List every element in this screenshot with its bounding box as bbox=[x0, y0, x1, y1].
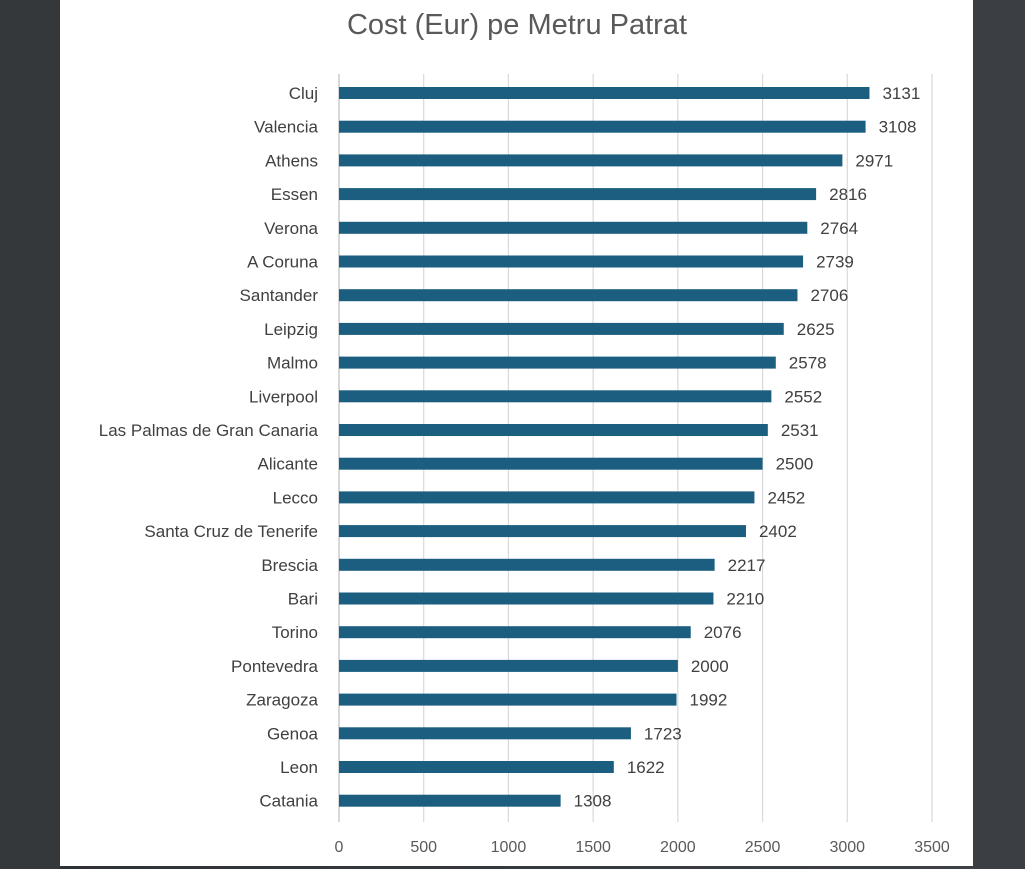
category-label-santa-cruz-de-tenerife: Santa Cruz de Tenerife bbox=[144, 522, 318, 541]
value-label-pontevedra: 2000 bbox=[691, 657, 729, 676]
bar-zaragoza bbox=[339, 693, 677, 706]
category-label-malmo: Malmo bbox=[267, 354, 318, 373]
value-label-torino: 2076 bbox=[704, 623, 742, 642]
x-tick-3500: 3500 bbox=[914, 839, 950, 856]
bar-a-coruna bbox=[339, 255, 804, 268]
category-label-alicante: Alicante bbox=[258, 455, 318, 474]
bar-malmo bbox=[339, 356, 776, 369]
value-label-cluj: 3131 bbox=[882, 84, 920, 103]
x-tick-1500: 1500 bbox=[575, 839, 611, 856]
category-label-brescia: Brescia bbox=[261, 556, 318, 575]
category-label-genoa: Genoa bbox=[267, 724, 319, 743]
category-label-a-coruna: A Coruna bbox=[247, 253, 318, 272]
value-label-leipzig: 2625 bbox=[797, 320, 835, 339]
category-label-bari: Bari bbox=[288, 590, 318, 609]
bar-athens bbox=[339, 154, 843, 167]
bar-pontevedra bbox=[339, 659, 678, 672]
bar-chart: Cost (Eur) pe Metru Patrat Cluj Valencia A… bbox=[99, 9, 950, 856]
value-label-genoa: 1723 bbox=[644, 724, 682, 743]
bar-lecco bbox=[339, 491, 755, 504]
value-label-leon: 1622 bbox=[627, 758, 665, 777]
value-label-lecco: 2452 bbox=[767, 488, 805, 507]
category-label-athens: Athens bbox=[265, 151, 318, 170]
bar-catania bbox=[339, 794, 561, 807]
bar-las-palmas-de-gran-canaria bbox=[339, 424, 768, 436]
bar-genoa bbox=[339, 727, 631, 740]
value-labels: 3131 3108 2971 2816 2764 2739 2706 2625 2578 2552… bbox=[574, 84, 921, 811]
bar-leon bbox=[339, 761, 614, 773]
right-dark-margin bbox=[973, 0, 1025, 869]
x-tick-3000: 3000 bbox=[829, 839, 865, 856]
bar-liverpool bbox=[339, 390, 772, 403]
left-dark-margin bbox=[0, 0, 60, 869]
bar-brescia bbox=[339, 558, 715, 571]
value-label-malmo: 2578 bbox=[789, 354, 827, 373]
value-label-zaragoza: 1992 bbox=[690, 691, 728, 710]
category-labels: Cluj Valencia Athens Essen Verona A Coruna San… bbox=[99, 84, 319, 811]
value-label-a-coruna: 2739 bbox=[816, 253, 854, 272]
category-label-lecco: Lecco bbox=[273, 488, 318, 507]
category-label-catania: Catania bbox=[259, 792, 318, 811]
bar-verona bbox=[339, 221, 808, 234]
value-label-essen: 2816 bbox=[829, 185, 867, 204]
bar-leipzig bbox=[339, 322, 784, 335]
value-label-athens: 2971 bbox=[855, 151, 893, 170]
value-label-bari: 2210 bbox=[726, 590, 764, 609]
value-label-santander: 2706 bbox=[810, 286, 848, 305]
category-label-essen: Essen bbox=[271, 185, 318, 204]
category-label-leon: Leon bbox=[280, 758, 318, 777]
value-label-alicante: 2500 bbox=[776, 455, 814, 474]
bar-bari bbox=[339, 592, 714, 605]
category-label-verona: Verona bbox=[264, 219, 318, 238]
x-tick-labels: 0 500 1000 1500 2000 2500 3000 3500 bbox=[335, 839, 950, 856]
bar-torino bbox=[339, 626, 691, 639]
value-label-liverpool: 2552 bbox=[784, 387, 822, 406]
category-label-cluj: Cluj bbox=[289, 84, 318, 103]
value-label-verona: 2764 bbox=[820, 219, 858, 238]
category-label-pontevedra: Pontevedra bbox=[231, 657, 318, 676]
bar-cluj bbox=[339, 87, 870, 99]
category-label-zaragoza: Zaragoza bbox=[246, 691, 318, 710]
x-tick-1000: 1000 bbox=[491, 839, 527, 856]
category-label-las-palmas-de-gran-canaria: Las Palmas de Gran Canaria bbox=[99, 421, 319, 440]
category-label-santander: Santander bbox=[240, 286, 319, 305]
value-label-brescia: 2217 bbox=[728, 556, 766, 575]
category-label-liverpool: Liverpool bbox=[249, 387, 318, 406]
x-tick-500: 500 bbox=[410, 839, 437, 856]
chart-title: Cost (Eur) pe Metru Patrat bbox=[347, 9, 687, 41]
bars bbox=[339, 87, 870, 807]
chart-panel: Cost (Eur) pe Metru Patrat Cluj Valencia A… bbox=[60, 0, 973, 866]
category-label-valencia: Valencia bbox=[254, 118, 318, 137]
x-tick-0: 0 bbox=[335, 839, 344, 856]
bar-valencia bbox=[339, 120, 866, 133]
x-tick-2500: 2500 bbox=[745, 839, 781, 856]
bar-santa-cruz-de-tenerife bbox=[339, 525, 746, 538]
value-label-catania: 1308 bbox=[574, 792, 612, 811]
bar-essen bbox=[339, 188, 817, 201]
category-label-torino: Torino bbox=[272, 623, 318, 642]
bar-alicante bbox=[339, 457, 763, 470]
x-tick-2000: 2000 bbox=[660, 839, 696, 856]
value-label-las-palmas-de-gran-canaria: 2531 bbox=[781, 421, 819, 440]
bar-santander bbox=[339, 289, 798, 302]
category-label-leipzig: Leipzig bbox=[264, 320, 318, 339]
value-label-santa-cruz-de-tenerife: 2402 bbox=[759, 522, 797, 541]
value-label-valencia: 3108 bbox=[879, 118, 917, 137]
